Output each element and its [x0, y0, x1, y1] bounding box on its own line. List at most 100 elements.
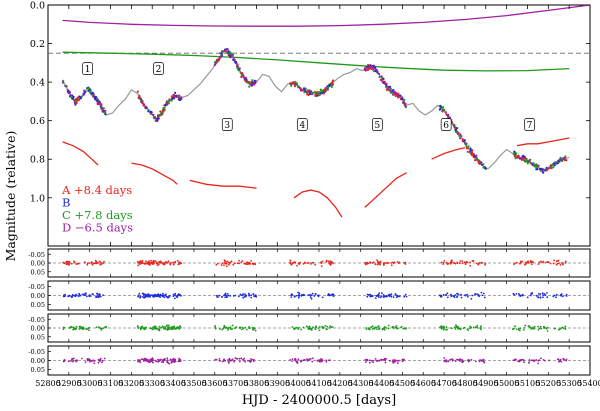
residual-point [542, 325, 545, 328]
residual-point [62, 360, 65, 363]
data-point [376, 71, 379, 74]
residual-y-tick-label: -0.05 [28, 348, 45, 356]
residual-point [392, 327, 395, 330]
residual-point [446, 263, 449, 265]
data-point [464, 142, 467, 145]
residual-point [484, 263, 486, 266]
data-point [318, 91, 321, 94]
main-panel-frame [47, 4, 591, 247]
data-point [389, 91, 392, 94]
residual-point [376, 328, 378, 330]
data-point [363, 68, 367, 71]
data-point [159, 110, 162, 113]
residual-point [232, 263, 235, 266]
residual-y-tick-label: 0.00 [31, 357, 45, 365]
residual-point [143, 293, 145, 296]
data-point [521, 155, 524, 158]
residual-point [97, 295, 99, 298]
residual-point [482, 358, 485, 361]
purple-microlensing-curve [62, 4, 591, 27]
data-point [304, 87, 307, 90]
residual-point [228, 263, 230, 266]
residual-point [449, 358, 451, 361]
residual-point [315, 325, 317, 328]
data-point [389, 85, 392, 88]
residual-point [547, 261, 550, 263]
residual-point [221, 296, 223, 298]
residual-point [476, 327, 479, 329]
residual-point [538, 327, 541, 330]
data-point [471, 154, 474, 157]
residual-point [396, 327, 398, 330]
data-point [331, 80, 334, 83]
residual-point [242, 359, 245, 362]
residual-point [562, 263, 564, 266]
data-point [224, 49, 227, 53]
residual-point [138, 263, 141, 265]
residual-point [366, 295, 369, 298]
data-point [236, 63, 239, 66]
residual-point [444, 359, 446, 362]
residual-point [392, 296, 395, 298]
residual-point [330, 326, 333, 329]
data-point [562, 157, 566, 160]
residual-point [560, 262, 563, 264]
residual-point [71, 296, 73, 299]
residual-point [478, 295, 481, 298]
residual-point [297, 296, 300, 299]
data-point [221, 51, 224, 54]
residual-point [167, 260, 170, 263]
residual-point [177, 293, 180, 296]
residual-point [243, 357, 246, 360]
residual-point [545, 261, 547, 264]
data-point [69, 94, 72, 97]
data-point [240, 75, 243, 78]
residual-point [469, 325, 471, 328]
residual-point [293, 295, 296, 298]
x-tick-label: 53000 [77, 379, 102, 388]
residual-point [546, 292, 548, 294]
residual-point [320, 261, 323, 264]
residual-point [394, 326, 397, 328]
x-tick-label: 54300 [348, 379, 373, 388]
residual-point [439, 294, 441, 297]
residual-point [565, 359, 568, 362]
residual-point [533, 359, 536, 362]
residual-point [540, 327, 543, 330]
residual-point [158, 325, 161, 328]
data-point [330, 82, 333, 85]
residual-point [137, 264, 140, 267]
residual-point [302, 359, 305, 362]
residual-point [227, 361, 230, 363]
residual-point [447, 360, 450, 363]
residual-point [307, 328, 310, 330]
residual-point [216, 262, 219, 265]
residual-point [68, 294, 71, 297]
residual-point [325, 328, 328, 331]
residual-point [519, 327, 522, 330]
residual-point [241, 294, 244, 297]
residual-point [220, 264, 223, 266]
residual-point [215, 358, 218, 361]
residual-point [223, 324, 226, 327]
residual-point [389, 294, 392, 297]
data-point [227, 53, 230, 57]
residual-point [472, 260, 475, 262]
data-point [443, 109, 446, 112]
data-point [147, 110, 150, 113]
residual-point [93, 360, 96, 362]
residual-point [140, 326, 143, 329]
residual-point [539, 325, 542, 328]
data-point [144, 106, 147, 109]
data-point [467, 145, 470, 148]
residual-point [298, 263, 301, 265]
data-point [320, 90, 324, 93]
residual-point [69, 262, 71, 264]
data-point [539, 167, 542, 171]
legend-entry-b: B [62, 196, 70, 210]
residual-point [241, 328, 243, 331]
data-point [545, 166, 548, 169]
residual-point [306, 359, 309, 362]
data-point [381, 80, 384, 83]
